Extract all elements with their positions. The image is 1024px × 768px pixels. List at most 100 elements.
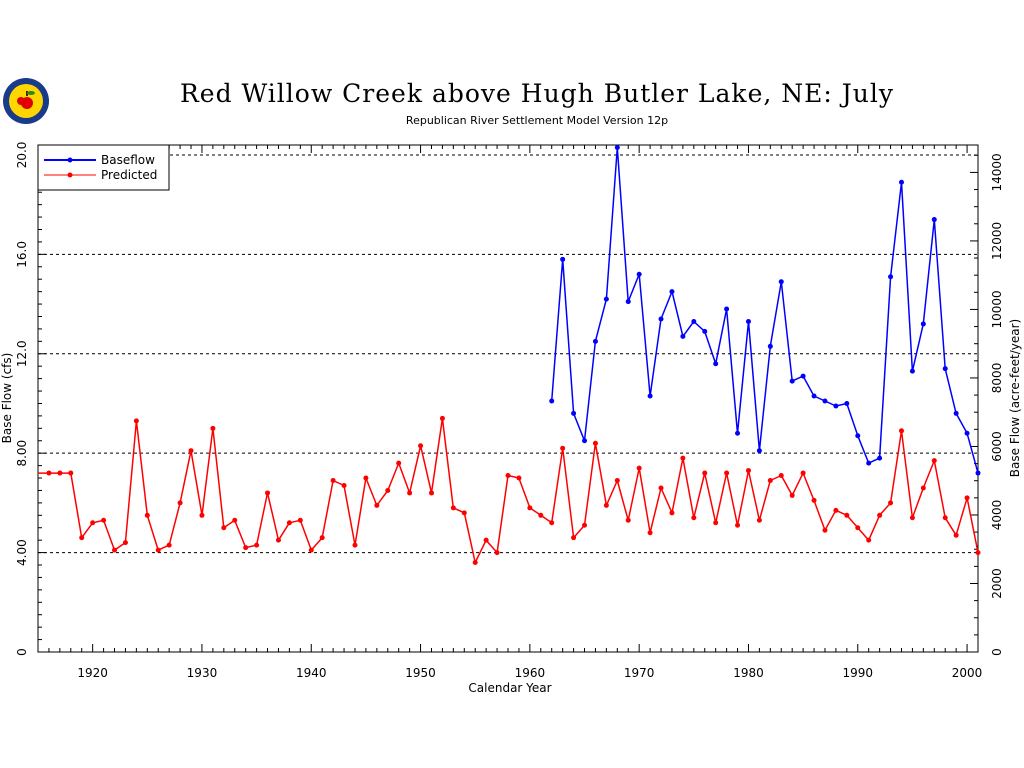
predicted-point-1988 [833,507,839,513]
x-tick-label-1950: 1950 [405,666,436,680]
chart-title: Red Willow Creek above Hugh Butler Lake,… [180,79,894,108]
predicted-point-1998 [942,515,948,521]
predicted-point-1931 [210,425,216,431]
baseflow-point-1996 [920,321,926,327]
predicted-point-1989 [844,512,850,518]
predicted-point-1990 [855,525,861,531]
y-right-tick-label-0: 0 [990,648,1004,656]
y-tick-label-2: 8.00 [15,440,29,467]
baseflow-point-1987 [822,398,828,404]
predicted-point-1937 [275,537,281,543]
x-tick-label-1960: 1960 [515,666,546,680]
predicted-point-1955 [472,560,478,566]
y-tick-label-1: 4.00 [15,539,29,566]
predicted-point-1997 [931,458,937,464]
baseflow-point-1968 [614,144,620,150]
predicted-point-1992 [877,512,883,518]
predicted-point-1938 [286,520,292,526]
x-tick-label-1940: 1940 [296,666,327,680]
predicted-point-1985 [800,470,806,476]
predicted-point-1962 [549,520,555,526]
predicted-point-1993 [888,500,894,506]
y-right-tick-label-3: 6000 [990,431,1004,462]
predicted-point-1996 [920,485,926,491]
legend-box [37,144,170,191]
y-axis-right-label: Base Flow (acre-feet/year) [1008,319,1022,477]
y-axis-right-tick-labels: 0 2000 4000 6000 8000 10000 12000 14000 [990,153,1004,656]
predicted-point-1965 [582,522,588,528]
predicted-point-1986 [811,497,817,503]
logo [3,78,49,124]
baseflow-point-1978 [724,306,730,312]
predicted-point-1926 [155,547,161,553]
predicted-point-1973 [669,510,675,516]
predicted-point-1930 [199,512,205,518]
x-axis-tick-labels: 1920 1930 1940 1950 1960 1970 1980 1990 2000 [77,666,982,680]
predicted-point-1984 [789,492,795,498]
baseflow-point-1971 [647,393,653,399]
predicted-point-1958 [505,473,511,479]
predicted-point-1959 [516,475,522,481]
predicted-point-1991 [866,537,872,543]
predicted-point-1995 [909,515,915,521]
baseflow-point-1966 [592,338,598,344]
predicted-point-1949 [407,490,413,496]
predicted-point-1966 [592,440,598,446]
predicted-point-1943 [341,482,347,488]
predicted-point-1936 [265,490,271,496]
baseflow-point-1973 [669,289,675,295]
predicted-point-1946 [374,502,380,508]
predicted-point-1977 [713,520,719,526]
predicted-point-1939 [297,517,303,523]
legend-baseflow-marker [67,157,73,163]
y-right-tick-label-2: 4000 [990,500,1004,531]
x-tick-label-1980: 1980 [733,666,764,680]
predicted-point-1967 [603,502,609,508]
predicted-point-1925 [144,512,150,518]
chart-subtitle: Republican River Settlement Model Versio… [406,114,668,127]
baseflow-point-1992 [877,455,883,461]
baseflow-point-1970 [636,271,642,277]
predicted-point-1940 [308,547,314,553]
predicted-point-1979 [735,522,741,528]
predicted-point-1983 [778,473,784,479]
predicted-point-1945 [363,475,369,481]
baseflow-point-1995 [909,368,915,374]
baseflow-line [550,146,979,474]
predicted-point-1956 [483,537,489,543]
baseflow-point-1999 [953,410,959,416]
predicted-point-1917 [57,470,63,476]
predicted-point-1944 [352,542,358,548]
y-right-tick-label-7: 14000 [990,153,1004,191]
logo-apple-leaf [27,91,35,95]
x-tick-label-1990: 1990 [842,666,873,680]
predicted-point-1999 [953,532,959,538]
y-tick-label-3: 12.0 [15,340,29,367]
baseflow-point-1972 [658,316,664,322]
x-tick-label-1920: 1920 [77,666,108,680]
baseflow-point-1989 [844,400,850,406]
y-axis-label: Base Flow (cfs) [0,353,14,444]
y-right-tick-label-6: 12000 [990,222,1004,260]
legend-baseflow-label: Baseflow [101,153,155,167]
predicted-point-1978 [724,470,730,476]
baseflow-point-1998 [942,366,948,372]
baseflow-point-1984 [789,378,795,384]
y-tick-label-0: 0 [15,648,29,656]
y-tick-label-4: 16.0 [15,241,29,268]
predicted-point-1929 [188,448,194,454]
predicted-point-1963 [560,445,566,451]
predicted-point-1970 [636,465,642,471]
grid-lines [38,154,978,554]
predicted-point-1974 [680,455,686,461]
predicted-point-1952 [439,415,445,421]
y-axis-tick-labels: 0 4.00 8.00 12.0 16.0 20.0 [15,142,29,656]
predicted-point-1972 [658,485,664,491]
predicted-point-1968 [614,478,620,484]
y-right-tick-label-1: 2000 [990,568,1004,599]
x-tick-label-1970: 1970 [624,666,655,680]
predicted-point-1948 [396,460,402,466]
predicted-point-1987 [822,527,828,533]
predicted-point-1976 [702,470,708,476]
predicted-point-1942 [330,478,336,484]
